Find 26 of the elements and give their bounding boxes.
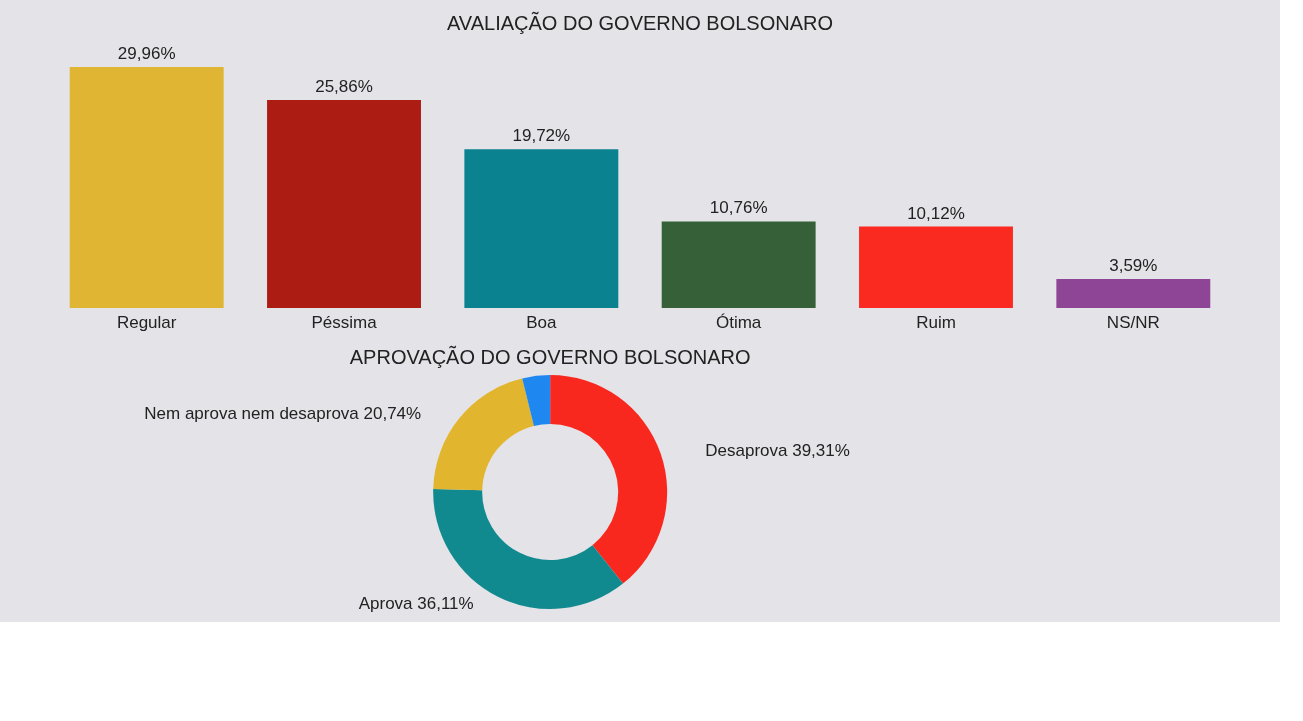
data-label: 10,76% [709, 198, 768, 218]
x-tick-label: Ruim [916, 312, 956, 332]
x-tick-label: Péssima [311, 312, 378, 332]
bar [1056, 279, 1211, 308]
data-label: 25,86% [315, 76, 373, 96]
x-tick-label: NS/NR [1106, 312, 1160, 332]
donut-slice [550, 375, 668, 584]
x-tick-label: Ótima [715, 312, 762, 332]
bar [661, 221, 816, 308]
data-label: 19,72% [512, 126, 571, 146]
chart-title: APROVAÇÃO DO GOVERNO BOLSONARO [349, 345, 751, 368]
donut-slice [522, 375, 551, 426]
x-tick-label: Regular [116, 312, 177, 332]
slice-label: Aprova 36,11% [358, 593, 474, 613]
x-tick-label: Boa [526, 312, 558, 332]
donut-slice [433, 378, 534, 491]
data-label: 10,12% [907, 203, 965, 223]
bar [464, 149, 619, 308]
chart-title: AVALIAÇÃO DO GOVERNO BOLSONARO [446, 11, 834, 34]
bar [69, 66, 224, 308]
data-label: 29,96% [117, 43, 176, 63]
bar [267, 99, 421, 308]
slice-label: Nem aprova nem desaprova 20,74% [144, 403, 422, 423]
bar [859, 226, 1013, 308]
slice-label: Desaprova 39,31% [705, 440, 850, 460]
data-label: 3,59% [1109, 256, 1158, 276]
